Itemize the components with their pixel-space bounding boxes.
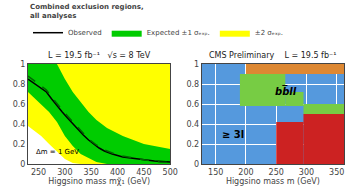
svg-text:Higgsino mass m (GeV): Higgsino mass m (GeV) (226, 177, 320, 186)
svg-text:1: 1 (194, 60, 199, 69)
svg-text:Combined exclusion regions,all: Combined exclusion regions,all analyses (30, 3, 144, 20)
svg-text:Expected ±1 σₑₓₚ.: Expected ±1 σₑₓₚ. (147, 29, 210, 37)
svg-text:0.8: 0.8 (186, 80, 199, 89)
svg-text:Observed: Observed (68, 29, 102, 37)
svg-text:350: 350 (84, 168, 99, 177)
svg-text:0: 0 (20, 160, 25, 169)
svg-text:300: 300 (299, 168, 314, 177)
svg-text:500: 500 (163, 168, 178, 177)
svg-text:Δm = 1 GeV: Δm = 1 GeV (36, 148, 79, 156)
svg-text:1: 1 (20, 60, 25, 69)
svg-text:bb̅ll: bb̅ll (275, 85, 297, 97)
svg-text:250: 250 (269, 168, 284, 177)
svg-text:150: 150 (208, 168, 223, 177)
svg-text:0.4: 0.4 (13, 120, 26, 129)
svg-text:CMS Preliminary L = 19.5 fb: CMS Preliminary L = 19.5 fb⁻¹ (209, 51, 336, 60)
svg-text:400: 400 (110, 168, 125, 177)
svg-text:0.4: 0.4 (186, 120, 199, 129)
svg-text:200: 200 (238, 168, 253, 177)
svg-text:350: 350 (329, 168, 344, 177)
svg-text:0.6: 0.6 (13, 100, 26, 109)
svg-text:250: 250 (31, 168, 46, 177)
svg-text:450: 450 (136, 168, 151, 177)
svg-text:±2 σₑₓₚ.: ±2 σₑₓₚ. (255, 29, 283, 37)
svg-text:≥ 3l: ≥ 3l (222, 129, 244, 140)
svg-text:0.6: 0.6 (186, 100, 199, 109)
svg-text:0: 0 (194, 160, 199, 169)
svg-text:L = 19.5 fb⁻¹ √s = 8 TeV: L = 19.5 fb⁻¹ √s = 8 TeV (48, 51, 151, 60)
svg-text:0.8: 0.8 (13, 80, 26, 89)
svg-text:0.2: 0.2 (186, 140, 199, 149)
svg-text:Higgsino mass mχ̃₁ (GeV): Higgsino mass mχ̃₁ (GeV) (48, 177, 150, 186)
svg-text:0.2: 0.2 (13, 140, 26, 149)
svg-text:300: 300 (57, 168, 72, 177)
